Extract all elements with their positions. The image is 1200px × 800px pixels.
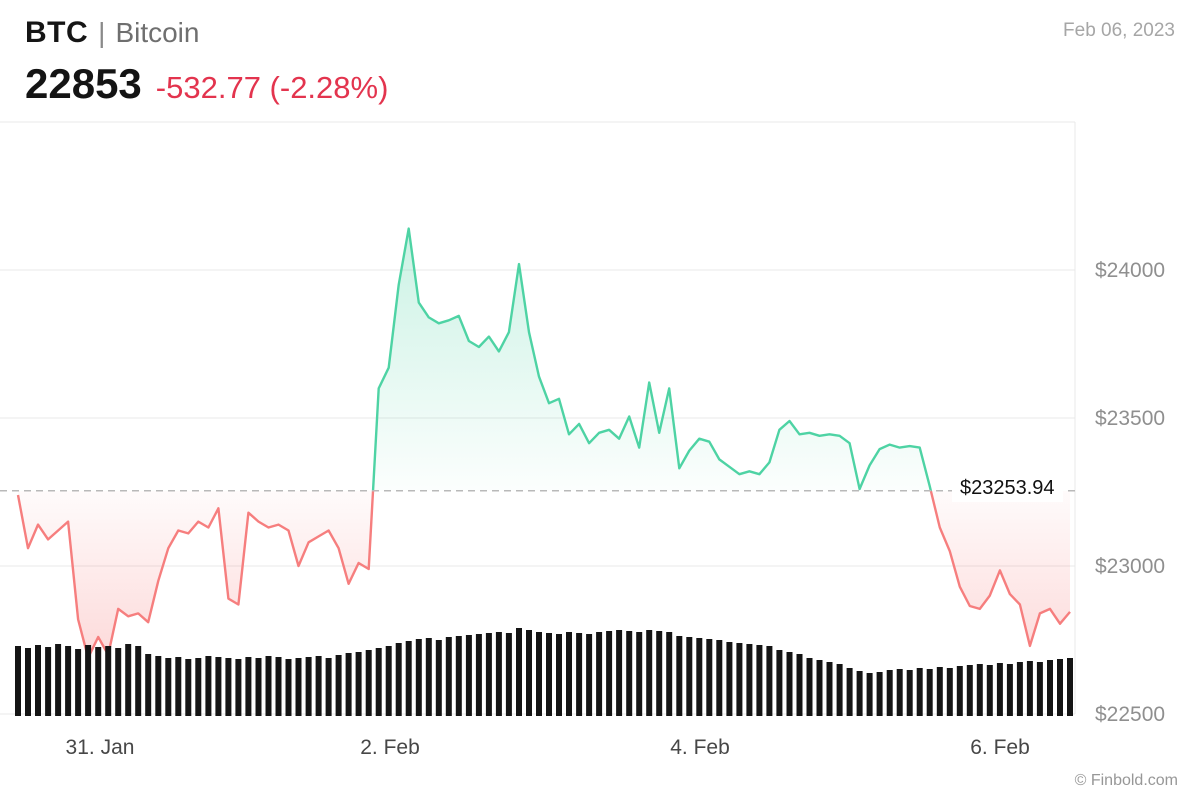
y-axis-label-22500: $22500 — [1095, 703, 1166, 726]
price-value: 22853 — [25, 60, 142, 107]
price-area — [18, 228, 1070, 658]
x-axis-label-2-feb: 2. Feb — [360, 736, 420, 759]
symbol-label: BTC — [25, 16, 89, 49]
date-label: Feb 06, 2023 — [1063, 20, 1175, 41]
title-row: BTC | Bitcoin — [25, 16, 388, 50]
title-separator: | — [98, 17, 106, 48]
price-change: -532.77 (-2.28%) — [155, 70, 389, 105]
copyright-label: © Finbold.com — [1074, 772, 1178, 789]
y-axis-label-23000: $23000 — [1095, 555, 1166, 578]
price-line — [16, 227, 1071, 659]
coin-name-label: Bitcoin — [115, 17, 200, 48]
x-axis-label-6-feb: 6. Feb — [970, 736, 1030, 759]
y-axis-label-24000: $24000 — [1095, 259, 1166, 282]
x-axis-label-4-feb: 4. Feb — [670, 736, 730, 759]
volume-bars — [15, 628, 1073, 716]
x-axis-label-31-jan: 31. Jan — [65, 736, 135, 759]
reference-price-label: $23253.94 — [952, 475, 1063, 502]
price-row: 22853 -532.77 (-2.28%) — [25, 60, 388, 108]
y-axis-label-23500: $23500 — [1095, 407, 1166, 430]
chart-header: BTC | Bitcoin 22853 -532.77 (-2.28%) — [25, 16, 388, 108]
